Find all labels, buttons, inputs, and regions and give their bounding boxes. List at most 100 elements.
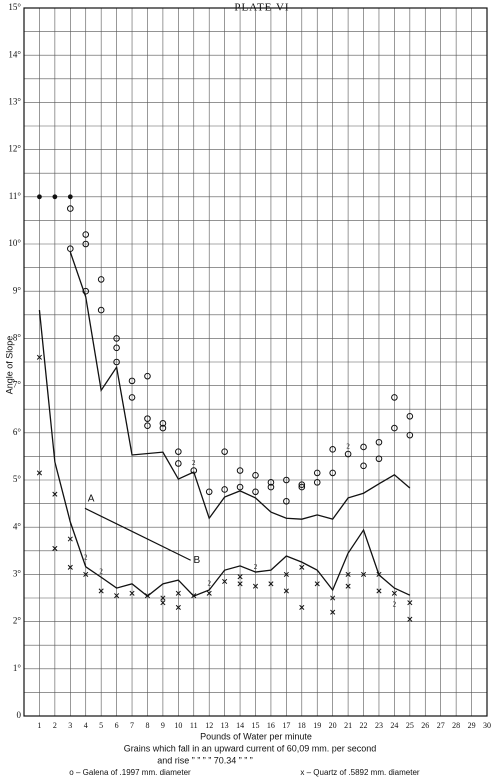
galena-point [113, 358, 120, 366]
galena-point [406, 431, 414, 439]
quartz-point [160, 595, 166, 601]
quartz-point [160, 600, 166, 606]
x-tick-label: 22 [360, 721, 368, 730]
y-tick-label: 12° [8, 144, 21, 154]
quartz-point [314, 581, 320, 587]
annotation-line [84, 507, 191, 561]
x-tick-label: 20 [329, 721, 337, 730]
x-axis-title: Pounds of Water per minute [200, 731, 312, 741]
quartz-point [330, 609, 336, 615]
quartz-point [114, 593, 120, 599]
star-point [52, 194, 58, 200]
y-tick-label: 11° [9, 191, 22, 201]
quartz-point [237, 581, 243, 587]
quartz-point [191, 593, 197, 599]
y-tick-label: 4° [13, 521, 22, 531]
x-tick-label: 9 [161, 721, 165, 730]
x-tick-label: 26 [421, 721, 429, 730]
quartz-point [129, 590, 135, 596]
galena-point [313, 479, 321, 486]
y-tick-label: 6° [13, 427, 22, 437]
x-tick-label: 1 [37, 721, 41, 730]
x-tick-label: 29 [468, 721, 476, 730]
point-note: 2 [393, 601, 397, 609]
x-tick-label: 4 [84, 721, 88, 730]
quartz-point [376, 588, 382, 594]
x-tick-label: 8 [145, 721, 149, 730]
quartz-point [144, 593, 151, 599]
galena-point [236, 483, 244, 491]
point-note: 2 [192, 459, 196, 467]
galena-point [67, 245, 74, 253]
x-tick-label: 19 [313, 721, 321, 730]
galena-point [375, 455, 383, 463]
galena-point [391, 394, 398, 401]
y-tick-label: 8° [13, 332, 22, 342]
galena-point [375, 438, 383, 446]
galena-point [97, 276, 105, 283]
galena-point [236, 467, 244, 474]
x-tick-label: 28 [452, 721, 460, 730]
annotation: A [88, 494, 95, 505]
x-tick-label: 6 [115, 721, 119, 730]
galena-point [360, 462, 367, 470]
galena-point [329, 446, 336, 453]
galena-point [113, 335, 120, 342]
galena-point [144, 415, 151, 422]
point-note: 2 [99, 568, 103, 576]
quartz-point [407, 600, 413, 606]
quartz-point [252, 583, 259, 589]
galena-point [283, 497, 290, 505]
y-tick-label: 2° [13, 616, 22, 626]
x-tick-label: 14 [236, 721, 244, 730]
quartz-point [52, 545, 58, 551]
quartz-point [175, 604, 181, 610]
galena-point [175, 448, 182, 455]
x-tick-label: 17 [282, 721, 290, 730]
x-tick-label: 7 [130, 721, 134, 730]
x-tick-label: 30 [483, 721, 491, 730]
point-note: 2 [254, 563, 258, 571]
galena-point [267, 483, 275, 491]
galena-point [221, 486, 228, 493]
x-tick-label: 23 [375, 721, 383, 730]
galena-point [144, 372, 151, 380]
quartz-point [83, 571, 89, 577]
galena-point [159, 424, 167, 432]
y-tick-label: 14° [8, 49, 21, 59]
y-tick-label: 3° [13, 568, 22, 578]
x-tick-label: 12 [205, 721, 213, 730]
quartz-point [345, 583, 351, 589]
star-point [67, 194, 73, 200]
data-line [69, 251, 411, 520]
galena-point [252, 488, 259, 496]
quartz-point [36, 354, 42, 360]
galena-point [97, 306, 105, 314]
y-axis-title: Angle of Slope [4, 336, 14, 395]
caption: Grains which fall in an upward current o… [124, 743, 377, 753]
quartz-point [206, 590, 212, 596]
quartz-point [175, 590, 181, 596]
galena-point [175, 460, 182, 467]
quartz-point [299, 604, 305, 610]
y-tick-label: 10° [8, 238, 21, 248]
x-tick-label: 10 [174, 721, 182, 730]
galena-point [205, 488, 213, 496]
galena-point [329, 469, 336, 477]
quartz-point [407, 616, 413, 622]
caption: and rise ” ” ” ” 70.34 ” ” ” [157, 755, 253, 765]
y-tick-label: 15° [8, 2, 21, 12]
legend-label: x – Quartz of .5892 mm. diameter [300, 768, 419, 777]
data-line [38, 310, 411, 597]
quartz-point [268, 581, 274, 587]
galena-point [190, 467, 198, 474]
galena-point [344, 450, 352, 458]
x-tick-label: 3 [68, 721, 72, 730]
quartz-point [376, 571, 382, 577]
galena-point [113, 344, 120, 352]
quartz-point [283, 571, 289, 577]
y-tick-label: 1° [13, 663, 22, 673]
galena-point [391, 424, 398, 432]
point-note: 2 [207, 579, 211, 587]
galena-point [252, 471, 259, 479]
